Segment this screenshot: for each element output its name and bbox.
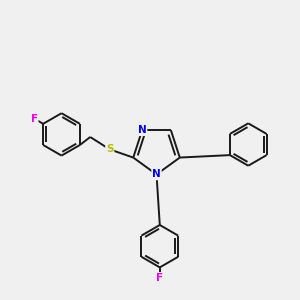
Text: N: N (152, 169, 161, 179)
Text: N: N (138, 125, 146, 135)
Text: F: F (156, 273, 163, 283)
Text: F: F (31, 114, 38, 124)
Text: S: S (106, 144, 113, 154)
